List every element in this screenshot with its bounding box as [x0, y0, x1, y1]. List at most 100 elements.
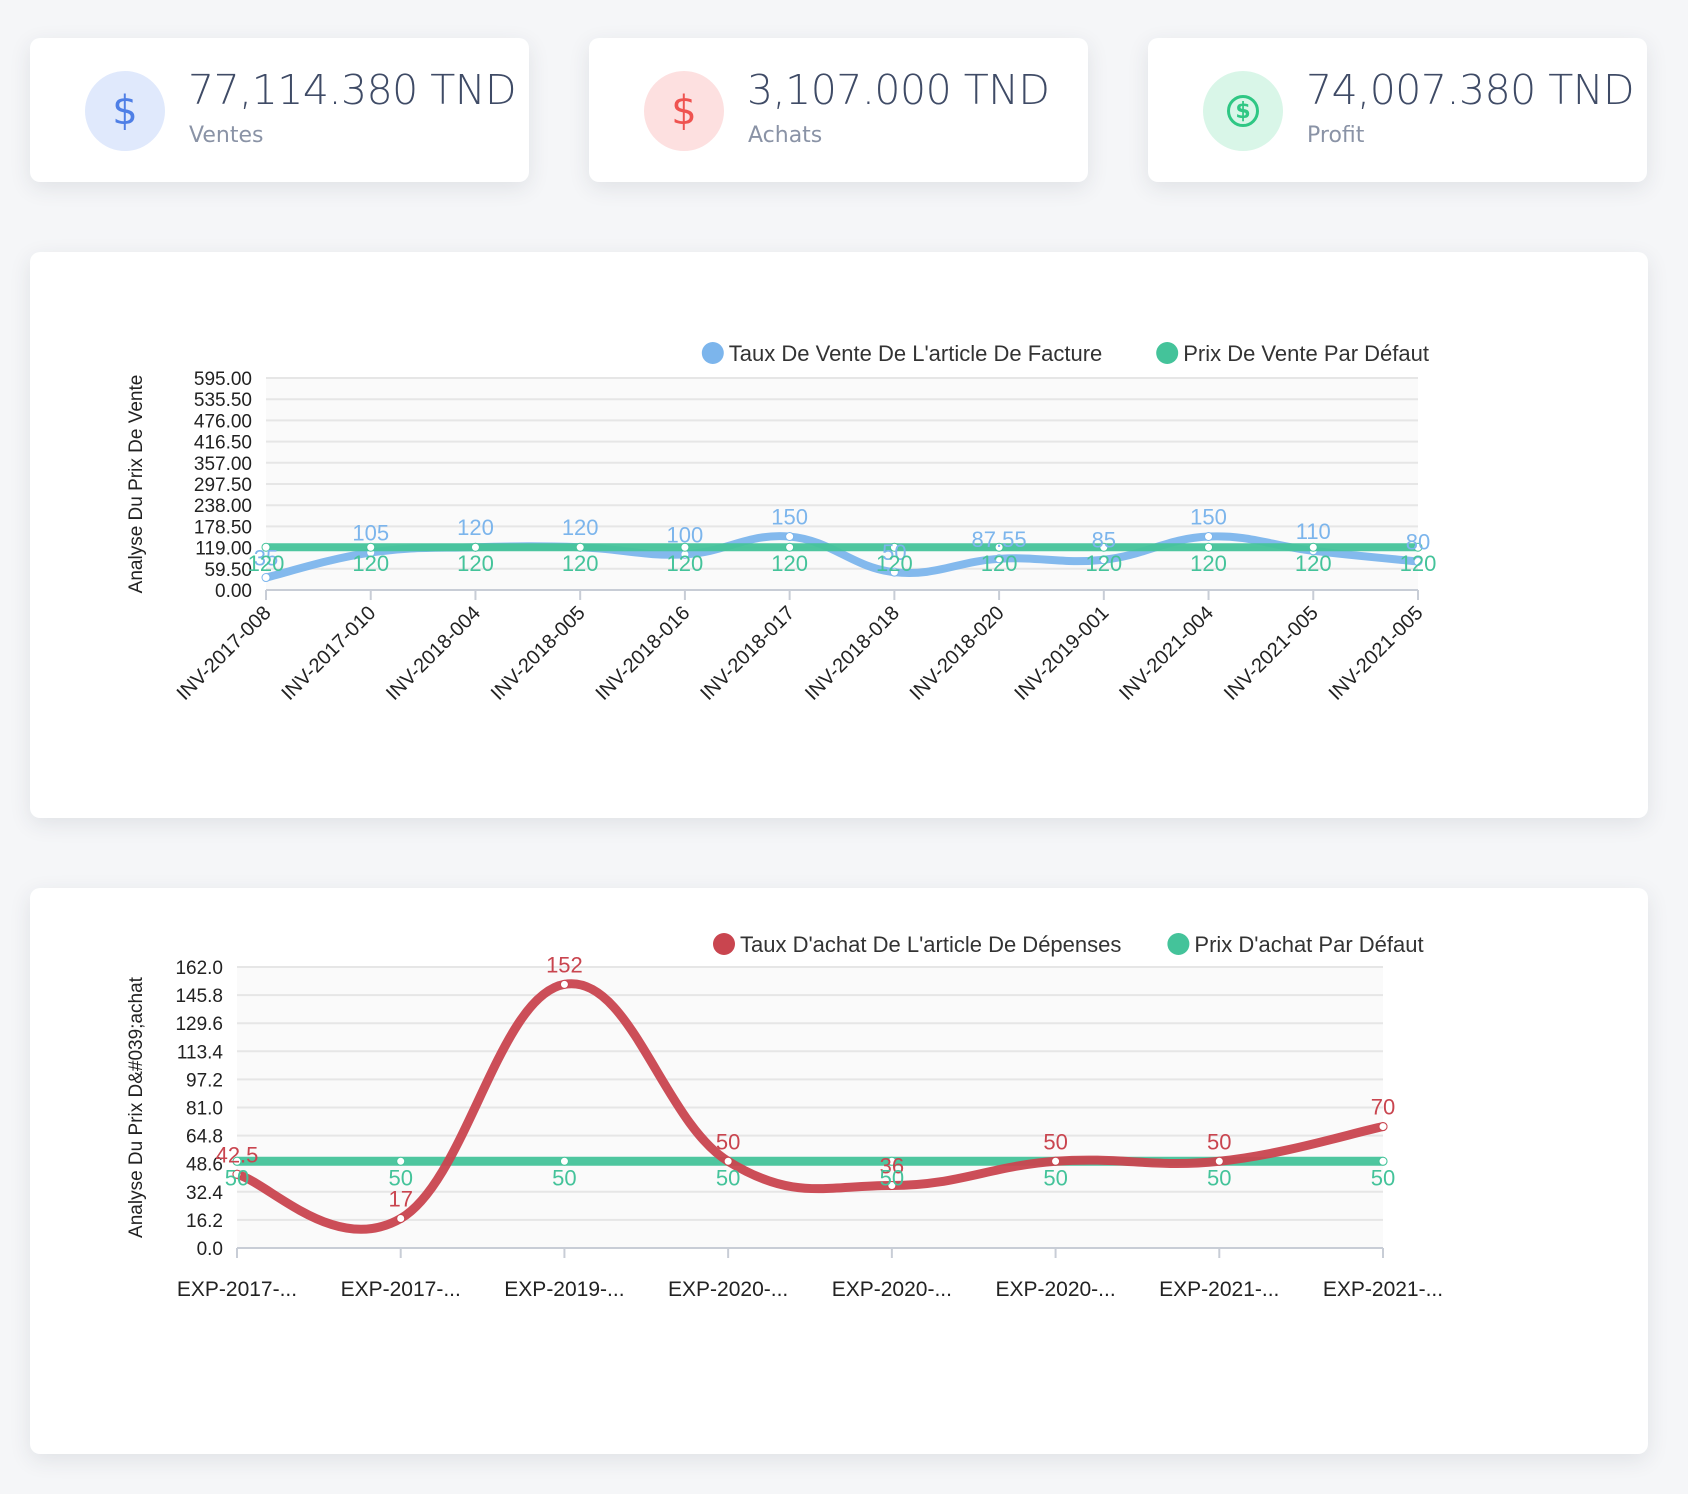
stat-label: Achats — [748, 123, 823, 148]
y-tick-label: 238.00 — [194, 496, 252, 517]
stat-card-ventes: $ 77,114.380 TND Ventes — [30, 38, 529, 182]
data-point — [994, 554, 1004, 564]
data-label: 50 — [1043, 1129, 1067, 1154]
data-point — [559, 979, 569, 989]
stat-card-achats: $ 3,107.000 TND Achats — [589, 38, 1088, 182]
data-label: 50 — [1207, 1129, 1231, 1154]
data-point — [559, 1156, 569, 1166]
legend: Prix D'achat Par Défaut Taux D'achat De L… — [713, 932, 1424, 957]
legend-label: Prix De Vente Par Défaut — [1183, 341, 1429, 366]
y-axis-title: Analyse Du Prix D&#039;achat — [126, 976, 147, 1238]
data-label: 80 — [1406, 529, 1430, 554]
stat-value: 74,007.380 TND — [1306, 66, 1635, 114]
y-axis-title: Analyse Du Prix De Vente — [126, 375, 147, 594]
data-point — [232, 1156, 242, 1166]
data-label: 110 — [1296, 519, 1331, 544]
data-label: 50 — [716, 1165, 740, 1190]
x-tick-label: INV-2018-020 — [906, 602, 1009, 705]
data-label: 17 — [388, 1187, 412, 1212]
data-label: 120 — [248, 551, 285, 576]
data-point — [785, 542, 795, 552]
data-label: 87.55 — [972, 527, 1027, 552]
data-label: 50 — [716, 1129, 740, 1154]
data-point — [396, 1156, 406, 1166]
x-tick-label: EXP-2021-... — [1323, 1278, 1443, 1301]
dollar-circle-glyph: $ — [1227, 95, 1259, 127]
data-label: 105 — [352, 521, 389, 546]
x-tick-label: INV-2017-010 — [277, 602, 380, 705]
x-tick-label: INV-2021-004 — [1115, 602, 1218, 705]
legend-marker — [713, 933, 735, 955]
y-tick-label: 357.00 — [194, 454, 252, 475]
stat-label: Ventes — [189, 123, 264, 148]
data-label: 50 — [552, 1165, 576, 1190]
data-label: 70 — [1371, 1095, 1395, 1120]
data-point — [785, 532, 795, 542]
data-label: 42.5 — [216, 1142, 259, 1167]
y-tick-label: 119.00 — [195, 539, 252, 560]
legend-label: Taux D'achat De L'article De Dépenses — [740, 932, 1121, 957]
dollar-sign-icon: $ — [85, 71, 165, 151]
legend-label: Prix D'achat Par Défaut — [1194, 932, 1423, 957]
data-point — [261, 542, 271, 552]
data-label: 120 — [562, 551, 599, 576]
data-label: 120 — [981, 551, 1018, 576]
data-label: 36 — [880, 1154, 904, 1179]
y-tick-label: 64.8 — [186, 1127, 223, 1148]
y-tick-label: 416.50 — [194, 433, 252, 454]
y-tick-label: 113.4 — [177, 1042, 224, 1063]
data-point — [889, 567, 899, 577]
data-label: 120 — [667, 551, 704, 576]
data-label: 120 — [562, 515, 599, 540]
data-point — [1099, 542, 1109, 552]
x-tick-label: INV-2021-005 — [1325, 602, 1428, 705]
data-point — [470, 542, 480, 552]
data-label: 150 — [1190, 505, 1227, 530]
data-label: 150 — [771, 505, 808, 530]
data-point — [1204, 542, 1214, 552]
data-label: 50 — [388, 1165, 412, 1190]
data-label: 120 — [771, 551, 808, 576]
sales-price-chart-card: 595.00 535.50 476.00 416.50 357.00 297.50 238.… — [30, 252, 1648, 818]
data-point — [994, 542, 1004, 552]
legend-marker — [1167, 933, 1190, 955]
y-tick-label: 59.50 — [204, 560, 252, 581]
series-line — [232, 979, 1388, 1234]
y-tick-label: 595.00 — [194, 369, 252, 390]
x-tick-label: INV-2018-018 — [801, 602, 904, 705]
y-tick-label: 162.0 — [175, 958, 223, 979]
x-tick-label: EXP-2021-... — [1159, 1278, 1279, 1301]
x-tick-label: INV-2018-016 — [592, 602, 695, 705]
data-point — [575, 542, 585, 552]
legend-marker — [701, 342, 724, 364]
x-tick-label: INV-2018-004 — [382, 602, 485, 705]
dollar-circle-icon: $ — [1203, 71, 1283, 151]
x-tick-label: EXP-2020-... — [832, 1278, 952, 1301]
data-point — [1099, 555, 1109, 565]
data-point — [1378, 1122, 1388, 1132]
y-tick-label: 535.50 — [194, 390, 252, 411]
y-tick-label: 0.0 — [197, 1239, 223, 1260]
data-point — [261, 573, 271, 583]
stat-value: 77,114.380 TND — [188, 66, 517, 114]
data-label: 50 — [1043, 1165, 1067, 1190]
data-point — [1413, 542, 1423, 552]
data-label: 120 — [457, 515, 494, 540]
data-point — [1413, 556, 1423, 566]
x-tick-label: EXP-2020-... — [668, 1278, 788, 1301]
x-tick-label: INV-2021-005 — [1220, 602, 1323, 705]
x-tick-label: EXP-2017-... — [177, 1278, 297, 1301]
data-label: 120 — [1190, 551, 1227, 576]
x-tick-label: INV-2018-005 — [487, 602, 590, 705]
data-label: 50 — [1371, 1165, 1395, 1190]
legend-marker — [1156, 342, 1179, 364]
y-tick-label: 16.2 — [186, 1211, 223, 1232]
y-tick-label: 178.50 — [194, 517, 252, 538]
data-point — [887, 1156, 897, 1166]
data-label: 100 — [667, 522, 704, 547]
data-label: 50 — [880, 1165, 904, 1190]
purchase-price-chart: 162.0 145.8 129.6 113.4 97.2 81.0 64.8 48.6 32.4… — [126, 932, 1443, 1301]
legend-label: Taux De Vente De L'article De Facture — [729, 341, 1103, 366]
stat-card-profit: $ 74,007.380 TND Profit — [1148, 38, 1647, 182]
data-point — [1051, 1156, 1061, 1166]
